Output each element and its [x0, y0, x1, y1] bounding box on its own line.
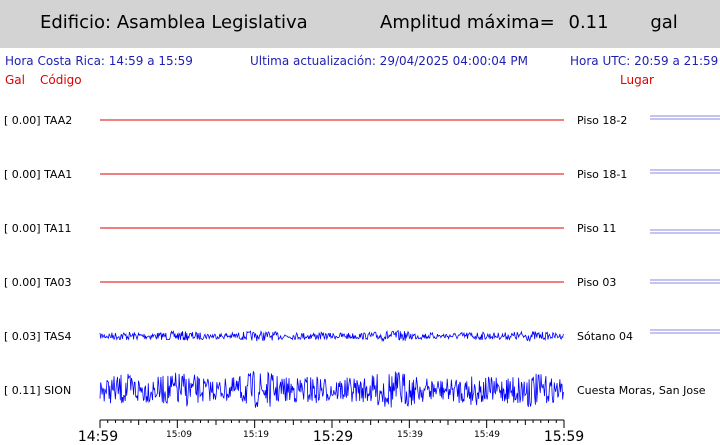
station-label-taa1: [ 0.00] TAA1: [4, 168, 73, 181]
trace-tas4: [99, 329, 564, 343]
max-amplitude-value: 0.11: [568, 12, 609, 33]
station-place-sion: Cuesta Moras, San Jose: [577, 384, 706, 397]
column-gal: Gal: [5, 73, 25, 87]
station-label-ta11: [ 0.00] TA11: [4, 222, 72, 235]
column-place: Lugar: [620, 73, 654, 87]
station-place-ta11: Piso 11: [577, 222, 617, 235]
last-update: Ultima actualización: 29/04/2025 04:00:0…: [250, 54, 528, 68]
station-place-ta03: Piso 03: [577, 276, 617, 289]
station-place-taa1: Piso 18-1: [577, 168, 628, 181]
trace-sion: [99, 370, 564, 408]
station-place-tas4: Sótano 04: [577, 330, 633, 343]
tick-label-end: 15:59: [543, 429, 585, 445]
station-label-sion: [ 0.11] SION: [4, 384, 72, 397]
max-amplitude: Amplitud máxima= 0.11 gal: [380, 12, 678, 33]
header-bar: [0, 0, 720, 48]
local-time-range: Hora Costa Rica: 14:59 a 15:59: [5, 54, 193, 68]
tick-label-1539: 15:39: [397, 430, 423, 440]
station-label-tas4: [ 0.03] TAS4: [4, 330, 72, 343]
building-title: Edificio: Asamblea Legislativa: [40, 12, 308, 33]
tick-label-start: 14:59: [77, 429, 119, 445]
tick-label-1519: 15:19: [243, 430, 269, 440]
tick-label-mid: 15:29: [312, 429, 354, 445]
max-amplitude-unit: gal: [650, 12, 678, 33]
station-label-ta03: [ 0.00] TA03: [4, 276, 72, 289]
column-code: Código: [40, 73, 82, 87]
utc-time-range: Hora UTC: 20:59 a 21:59: [570, 54, 719, 68]
tick-label-1549: 15:49: [474, 430, 500, 440]
station-place-taa2: Piso 18-2: [577, 114, 628, 127]
station-label-taa2: [ 0.00] TAA2: [4, 114, 73, 127]
tick-label-1509: 15:09: [166, 430, 192, 440]
max-amplitude-label: Amplitud máxima=: [380, 12, 555, 33]
